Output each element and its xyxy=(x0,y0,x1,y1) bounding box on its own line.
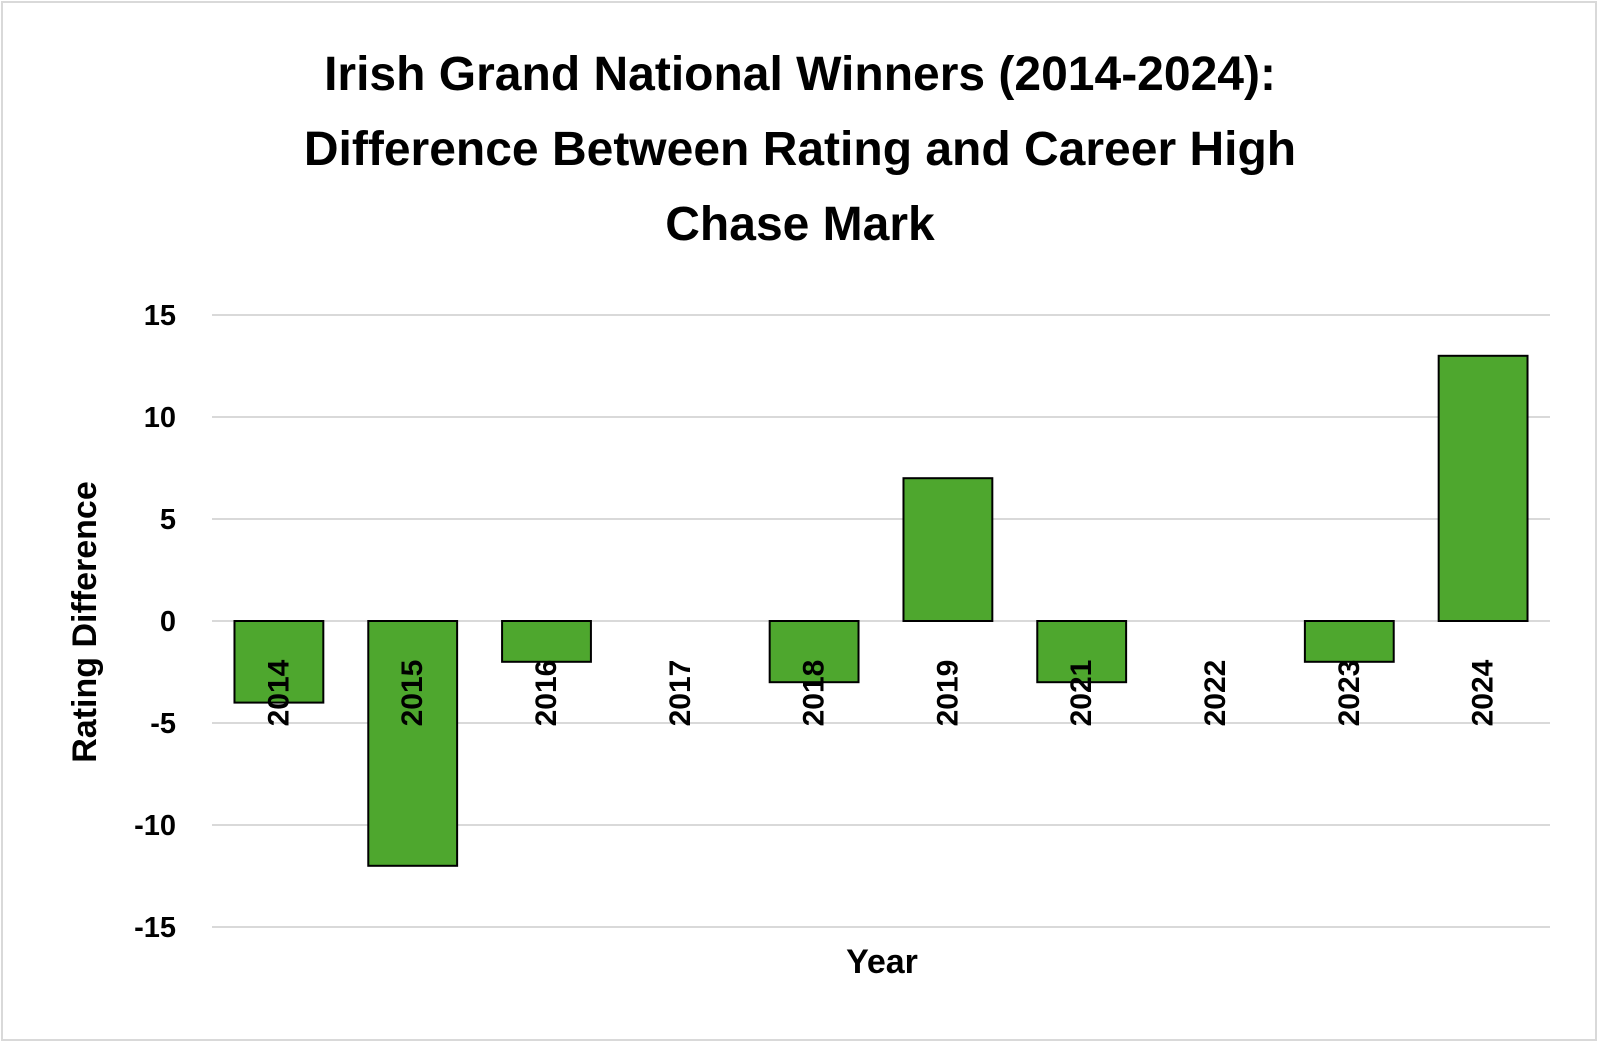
bars xyxy=(233,354,1529,867)
x-category-label: 2022 xyxy=(1199,660,1232,727)
bar-2024 xyxy=(1437,354,1529,622)
x-category-label: 2024 xyxy=(1467,659,1500,726)
y-tick-label: -15 xyxy=(134,912,176,944)
chart-title-line-1: Irish Grand National Winners (2014-2024)… xyxy=(324,48,1276,101)
bar-2021 xyxy=(1036,620,1128,684)
x-category-label: 2023 xyxy=(1333,660,1366,727)
chart-title-line-2: Difference Between Rating and Career Hig… xyxy=(304,123,1296,176)
bar-2015 xyxy=(367,620,459,867)
y-tick-label: -10 xyxy=(134,810,176,842)
x-category-label: 2016 xyxy=(530,660,563,727)
x-category-label: 2017 xyxy=(664,660,697,727)
y-axis-tick-labels: 15 10 5 0 -5 -10 -15 xyxy=(134,300,176,944)
x-axis-category-labels: 2014 2015 2016 2017 2018 2019 2021 2022 2023 2024 xyxy=(262,659,1499,726)
chart-title: Irish Grand National Winners (2014-2024)… xyxy=(304,48,1296,251)
y-tick-label: 0 xyxy=(160,606,176,638)
x-category-label: 2018 xyxy=(798,660,831,727)
bar-2016 xyxy=(501,620,592,663)
y-tick-label: 5 xyxy=(160,504,176,536)
x-category-label: 2021 xyxy=(1065,660,1098,727)
x-axis-title: Year xyxy=(846,943,918,981)
x-category-label: 2015 xyxy=(396,660,429,727)
x-category-label: 2014 xyxy=(262,659,295,726)
bar-2019 xyxy=(902,477,994,623)
bar-2023 xyxy=(1303,620,1395,663)
y-tick-label: -5 xyxy=(150,708,176,740)
x-category-label: 2019 xyxy=(931,660,964,727)
y-tick-label: 15 xyxy=(144,300,176,332)
bar-2018 xyxy=(768,620,860,684)
y-tick-label: 10 xyxy=(144,402,176,434)
bar-2014 xyxy=(233,620,325,704)
y-axis-title: Rating Difference xyxy=(66,481,104,763)
chart-title-line-3: Chase Mark xyxy=(665,198,935,251)
